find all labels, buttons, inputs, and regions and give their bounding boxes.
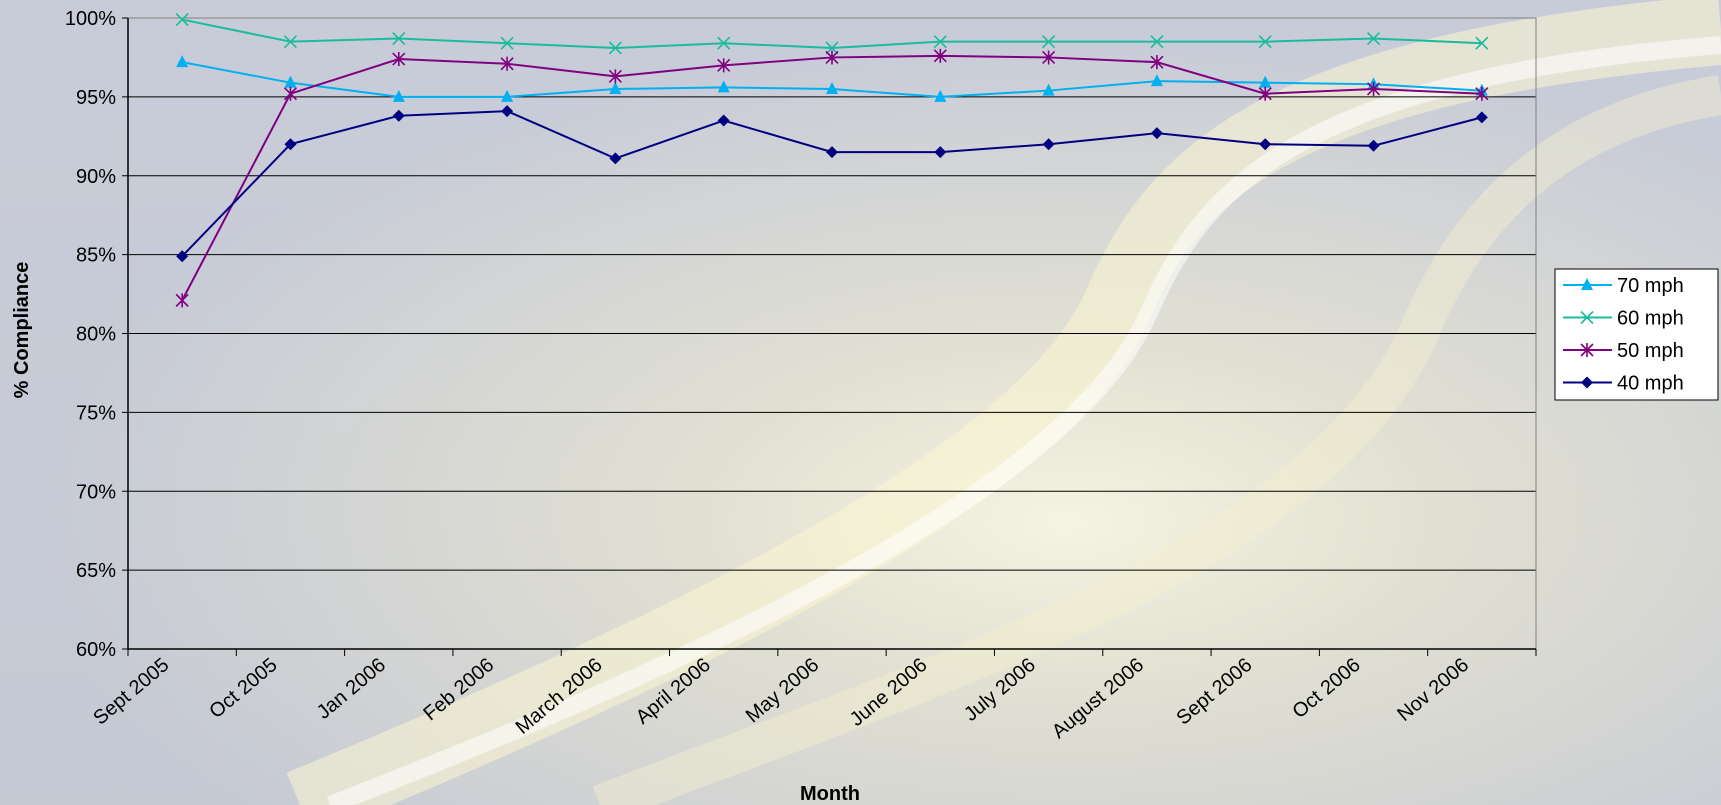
legend-marker [1580, 343, 1594, 357]
y-tick-label: 75% [76, 402, 116, 424]
data-point [175, 13, 189, 27]
y-tick-label: 95% [76, 87, 116, 109]
data-point [825, 50, 839, 65]
data-point [608, 69, 622, 84]
data-point [933, 35, 947, 49]
data-point [1475, 86, 1489, 101]
legend-box [1554, 268, 1719, 401]
y-tick-label: 85% [76, 245, 116, 267]
y-tick-label: 60% [76, 639, 116, 661]
data-point [1259, 75, 1272, 88]
data-point [1042, 35, 1056, 49]
data-point [501, 105, 514, 118]
data-point [717, 36, 731, 50]
data-point [1042, 50, 1056, 65]
data-point [1150, 74, 1163, 87]
data-point [1042, 138, 1055, 151]
data-point [1150, 55, 1164, 70]
data-point [500, 36, 514, 50]
data-point [1475, 111, 1488, 124]
y-tick-label: 70% [76, 481, 116, 503]
data-point [825, 41, 839, 55]
data-point [392, 52, 406, 67]
data-point [1150, 127, 1163, 140]
data-point [717, 80, 730, 93]
data-point [1259, 138, 1272, 151]
data-point [392, 31, 406, 46]
legend: 70 mph 60 mph 50 mph 40 mph [1554, 268, 1719, 401]
series-70-mph [176, 55, 1488, 102]
data-point [608, 41, 622, 55]
legend-item: 40 mph [1563, 373, 1684, 395]
series-layer [175, 13, 1489, 308]
series-40-mph [176, 105, 1488, 263]
data-point [284, 75, 297, 88]
data-point [284, 138, 297, 151]
data-point [717, 58, 731, 73]
series-50-mph [175, 48, 1489, 308]
data-point [392, 89, 405, 102]
data-point [609, 152, 622, 165]
data-point [933, 48, 947, 63]
data-point [1150, 35, 1164, 49]
data-point [283, 35, 298, 49]
data-point [1042, 83, 1055, 96]
y-tick-label: 65% [76, 560, 116, 582]
data-point [1258, 86, 1272, 101]
data-point [176, 250, 189, 263]
legend-label: 70 mph [1617, 275, 1684, 297]
y-tick-label: 80% [76, 324, 116, 346]
legend-item: 50 mph [1563, 340, 1684, 362]
legend-label: 60 mph [1617, 308, 1684, 330]
data-point [175, 293, 189, 308]
series-60-mph [175, 13, 1489, 55]
data-point [934, 146, 947, 159]
y-axis-title: % Compliance [11, 262, 33, 399]
data-point [717, 114, 730, 127]
y-tick-label: 100% [65, 8, 116, 30]
data-point [609, 81, 622, 94]
legend-marker [1580, 310, 1594, 325]
data-point [1258, 35, 1272, 49]
legend-label: 50 mph [1617, 340, 1684, 362]
y-tick-label: 90% [76, 166, 116, 188]
data-point [501, 89, 514, 102]
data-point [1475, 36, 1489, 50]
data-point [1367, 139, 1380, 152]
legend-item: 70 mph [1563, 275, 1684, 297]
data-point [1366, 81, 1381, 96]
data-point [934, 89, 947, 102]
y-axis-ticks: 60% 65% 70% 75% 80% 85% 90% 95% 100% [65, 8, 128, 661]
x-axis-title: Month [800, 783, 860, 805]
data-point [392, 109, 405, 122]
legend-marker [1581, 278, 1593, 290]
data-point [176, 55, 189, 68]
data-point [283, 86, 298, 101]
legend-label: 40 mph [1617, 373, 1684, 395]
data-point [1366, 31, 1381, 46]
data-point [826, 146, 838, 159]
legend-item: 60 mph [1563, 308, 1684, 330]
legend-marker [1581, 376, 1593, 389]
data-point [500, 56, 514, 71]
data-point [826, 81, 838, 94]
